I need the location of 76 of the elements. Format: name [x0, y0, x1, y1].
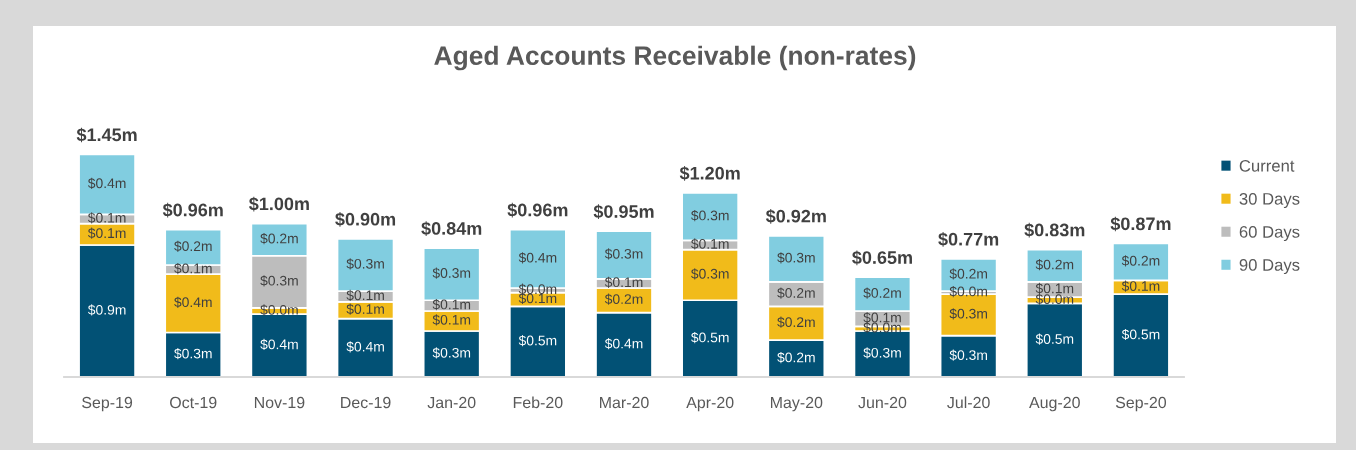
total-label: $0.84m	[421, 221, 482, 236]
data-label: $0.5m	[518, 335, 557, 347]
total-label: $0.90m	[335, 212, 396, 227]
data-label: $0.1m	[432, 314, 471, 326]
data-label: $0.3m	[691, 209, 729, 222]
data-label: $0.4m	[260, 338, 298, 351]
data-label: $0.3m	[260, 275, 298, 287]
data-label: $0.1m	[87, 227, 126, 239]
data-label: $0.3m	[949, 349, 987, 361]
data-label: $0.5m	[1121, 328, 1160, 341]
data-label: $0.4m	[174, 296, 212, 308]
total-label: $0.87m	[1110, 216, 1171, 232]
total-label: $0.92m	[765, 208, 826, 224]
data-label: $0.4m	[346, 341, 384, 353]
x-tick-label: Sep-19	[82, 396, 133, 412]
data-label: $0.2m	[863, 287, 901, 299]
total-label: $0.96m	[507, 202, 568, 218]
data-label: $0.3m	[949, 308, 987, 320]
total-label: $1.20m	[679, 165, 740, 181]
x-tick-label: Aug-20	[1029, 396, 1080, 412]
legend-label: 30 Days	[1239, 192, 1300, 209]
data-label: $0.3m	[432, 347, 471, 359]
data-label: $0.5m	[1035, 333, 1074, 345]
data-label: $0.2m	[174, 240, 212, 252]
data-label: $0.3m	[432, 267, 471, 279]
data-label: $0.1m	[863, 312, 901, 324]
data-label: $0.2m	[777, 316, 815, 328]
total-label: $0.83m	[1024, 222, 1085, 238]
data-label: $0.4m	[87, 177, 126, 189]
data-label: $0.1m	[346, 289, 384, 301]
x-tick-label: Apr-20	[686, 396, 734, 412]
x-tick-label: Sep-20	[1115, 396, 1167, 412]
x-tick-label: Mar-20	[600, 396, 649, 409]
data-label: $0.3m	[863, 347, 901, 359]
data-label: $0.1m	[87, 212, 126, 224]
data-label: $0.1m	[691, 238, 729, 250]
data-label: $0.2m	[260, 232, 298, 245]
data-label: $0.4m	[518, 252, 557, 264]
x-tick-label: Oct-19	[170, 396, 217, 409]
legend-label: 60 Days	[1239, 225, 1300, 242]
x-tick-label: Jan-20	[427, 396, 476, 409]
data-label: $0.2m	[777, 351, 815, 364]
total-label: $0.65m	[852, 250, 912, 266]
data-label: $0.2m	[1035, 259, 1074, 271]
data-label: $0.1m	[604, 276, 643, 288]
data-label: $0.1m	[1035, 282, 1074, 295]
data-label: $0.4m	[604, 338, 643, 350]
data-label: $0.3m	[174, 348, 212, 360]
x-tick-label: Dec-19	[341, 396, 391, 409]
data-label: $0.3m	[346, 258, 384, 270]
chart-title: Aged Accounts Receivable (non-rates)	[434, 45, 916, 71]
x-tick-label: Jul-20	[947, 396, 990, 409]
data-label: $0.1m	[346, 303, 384, 315]
data-label: $0.1m	[432, 298, 471, 311]
data-label: $0.1m	[174, 262, 212, 275]
data-label: $0.3m	[691, 268, 729, 280]
data-label: $0.1m	[1121, 280, 1160, 292]
x-tick-label: May-20	[770, 396, 823, 412]
legend-label: 90 Days	[1239, 259, 1300, 275]
total-label: $0.95m	[593, 204, 654, 220]
data-label: $0.2m	[1121, 255, 1160, 267]
legend-label: Current	[1239, 159, 1295, 172]
x-tick-label: Feb-20	[513, 396, 563, 409]
x-tick-label: Nov-19	[254, 396, 305, 409]
data-label: $0.2m	[777, 287, 815, 299]
total-label: $0.96m	[162, 202, 223, 218]
data-label: $0.5m	[691, 331, 729, 344]
data-label: $0.9m	[87, 304, 126, 316]
data-label: $0.3m	[777, 252, 815, 264]
x-tick-label: Jun-20	[858, 396, 907, 409]
data-label: $0.2m	[949, 268, 987, 280]
total-label: $1.00m	[249, 196, 309, 212]
total-label: $1.45m	[76, 127, 137, 143]
data-label: $0.3m	[604, 248, 643, 260]
data-label: $0.2m	[604, 293, 643, 305]
total-label: $0.77m	[938, 231, 999, 247]
